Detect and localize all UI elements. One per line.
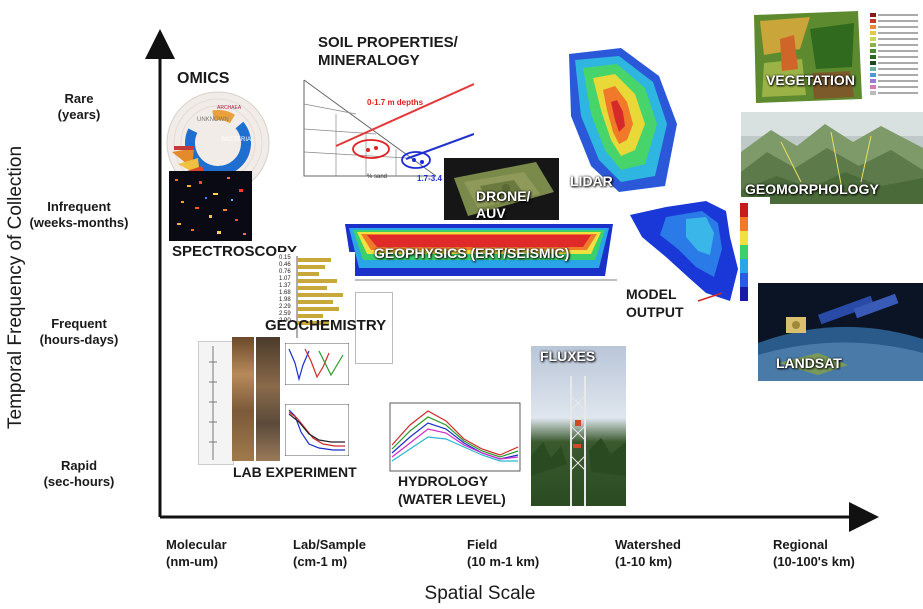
landsat-label: LANDSAT (776, 355, 842, 371)
x-axis-title: Spatial Scale (424, 583, 536, 604)
x-level-regional: Regional (10-100's km) (773, 537, 855, 569)
vegetation-map (750, 9, 921, 108)
x-level-lab-sample: Lab/Sample (cm-1 m) (293, 537, 366, 569)
soil-depth-1: 0-1.7 m depths (367, 98, 424, 107)
y-level-rapid: Rapid (sec-hours) (43, 458, 115, 489)
lab-core-photo-2 (256, 337, 280, 461)
soil-properties-label: SOIL PROPERTIES/MINERALOGY (318, 34, 458, 69)
model-output-label: MODEL OUTPUT (626, 286, 684, 320)
soil-axis-label: % sand (367, 174, 388, 180)
hydrology-label: HYDROLOGY (WATER LEVEL) (398, 473, 506, 507)
geochemistry-side-plot (355, 292, 393, 364)
fluxes-tower-image (531, 346, 626, 506)
geochemistry-bar-chart (277, 252, 355, 342)
omics-donut-chart (166, 91, 270, 195)
geomorphology-image (741, 112, 923, 204)
model-output-map (626, 197, 770, 309)
geochem-depth-labels: 0.15 0.46 0.76 1.07 1.37 1.68 1.98 2.29 2.59… (279, 255, 291, 324)
omics-bacteria-label: BACTERIA (221, 137, 252, 143)
spectroscopy-label: SPECTROSCOPY (172, 243, 298, 260)
x-level-field: Field (10 m-1 km) (467, 537, 540, 569)
hydrology-water-level-plot (380, 395, 525, 475)
lab-experiment-label: LAB EXPERIMENT (233, 464, 357, 480)
lab-core-photo-1 (232, 337, 254, 461)
geochemistry-label: GEOCHEMISTRY (265, 317, 387, 334)
drone-auv-image (444, 158, 559, 228)
lidar-label: LIDAR (570, 173, 613, 189)
geophysics-ert-section (333, 220, 625, 288)
y-level-infrequent: Infrequent (weeks-months) (29, 199, 129, 230)
lab-line-plot-lower (285, 404, 349, 456)
lab-line-plot-upper (285, 343, 349, 385)
geophysics-label: GEOPHYSICS (ERT/SEISMIC) (374, 245, 570, 261)
lidar-image (561, 46, 681, 196)
geomorphology-label: GEOMORPHOLOGY (745, 181, 879, 197)
landsat-image (758, 283, 923, 381)
y-level-frequent: Frequent (hours-days) (39, 316, 119, 347)
spectroscopy-image (169, 171, 252, 241)
x-level-watershed: Watershed (1-10 km) (615, 537, 681, 569)
x-level-molecular: Molecular (nm-um) (166, 537, 227, 569)
omics-label: OMICS (177, 70, 230, 87)
omics-archaea-label: ARCHAEA (217, 105, 242, 111)
omics-unknown-label: UNKNOWN (197, 117, 229, 123)
drone-auv-label: DRONE/AUV (476, 188, 531, 221)
lab-core-diagram (198, 341, 234, 465)
y-level-rare: Rare (years) (57, 91, 101, 122)
fluxes-label: FLUXES (540, 348, 596, 364)
vegetation-label: VEGETATION (766, 72, 855, 88)
